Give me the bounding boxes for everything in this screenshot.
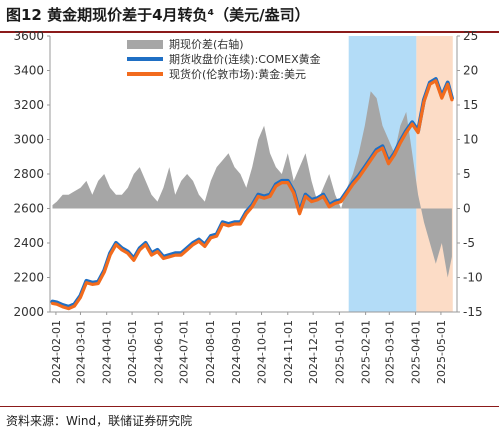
x-tick-label: 2024-03-01 bbox=[75, 320, 88, 384]
x-tick-label: 2025-03-01 bbox=[383, 320, 396, 384]
x-tick-label: 2025-01-01 bbox=[333, 320, 346, 384]
y-left-tick-label: 3200 bbox=[13, 98, 44, 112]
y-left-tick-label: 3000 bbox=[13, 133, 44, 147]
x-tick-label: 2024-11-01 bbox=[282, 320, 295, 384]
y-left-tick-label: 3400 bbox=[13, 64, 44, 78]
y-left-tick-label: 2800 bbox=[13, 167, 44, 181]
x-tick-label: 2024-10-01 bbox=[256, 320, 269, 384]
x-tick-label: 2024-09-01 bbox=[230, 320, 243, 384]
x-tick-label: 2025-02-01 bbox=[360, 320, 373, 384]
chart-title: 图12 黄金期现价差于4月转负⁴（美元/盎司） bbox=[6, 6, 310, 24]
y-right-tick-label: 20 bbox=[463, 64, 478, 78]
legend-label-2: 现货价(伦敦市场):黄金:美元 bbox=[169, 67, 306, 81]
x-tick-label: 2025-05-01 bbox=[435, 320, 448, 384]
y-right-tick-label: -15 bbox=[463, 305, 483, 319]
x-tick-label: 2024-12-01 bbox=[307, 320, 320, 384]
x-tick-label: 2024-02-01 bbox=[50, 320, 63, 384]
x-tick-label: 2024-04-01 bbox=[101, 320, 114, 384]
source-note: 资料来源：Wind，联储证券研究院 bbox=[6, 414, 193, 428]
y-right-tick-label: -10 bbox=[463, 271, 483, 285]
y-right-tick-label: 0 bbox=[463, 202, 471, 216]
source-rule bbox=[0, 406, 499, 407]
legend-label-1: 期货收盘价(连续):COMEX黄金 bbox=[169, 52, 321, 66]
y-right-tick-label: 10 bbox=[463, 133, 478, 147]
legend-label-0: 期现价差(右轴) bbox=[169, 37, 244, 51]
x-tick-label: 2024-06-01 bbox=[152, 320, 165, 384]
y-right-tick-label: 25 bbox=[463, 29, 478, 43]
y-left-tick-label: 2600 bbox=[13, 202, 44, 216]
y-left-tick-label: 2000 bbox=[13, 305, 44, 319]
y-right-tick-label: 15 bbox=[463, 98, 478, 112]
series-spread-area bbox=[52, 91, 452, 278]
axes: 2000 2200 2400 2600 2800 3000 3200 3400 3600 -15 -… bbox=[13, 29, 482, 384]
y-left-tick-label: 3600 bbox=[13, 29, 44, 43]
spread-area-layer bbox=[52, 91, 452, 278]
y-left-tick-label: 2200 bbox=[13, 271, 44, 285]
y-right-tick-label: -5 bbox=[463, 236, 475, 250]
x-tick-label: 2024-07-01 bbox=[178, 320, 191, 384]
title-rule bbox=[0, 31, 499, 33]
legend-swatch-spread bbox=[127, 40, 163, 49]
x-tick-label: 2025-04-01 bbox=[410, 320, 423, 384]
x-tick-label: 2024-08-01 bbox=[204, 320, 217, 384]
price-lines-layer bbox=[50, 77, 454, 311]
series-london-spot-line bbox=[50, 79, 454, 311]
y-right-tick-label: 5 bbox=[463, 167, 471, 181]
x-tick-label: 2024-05-01 bbox=[126, 320, 139, 384]
y-left-tick-label: 2400 bbox=[13, 236, 44, 250]
